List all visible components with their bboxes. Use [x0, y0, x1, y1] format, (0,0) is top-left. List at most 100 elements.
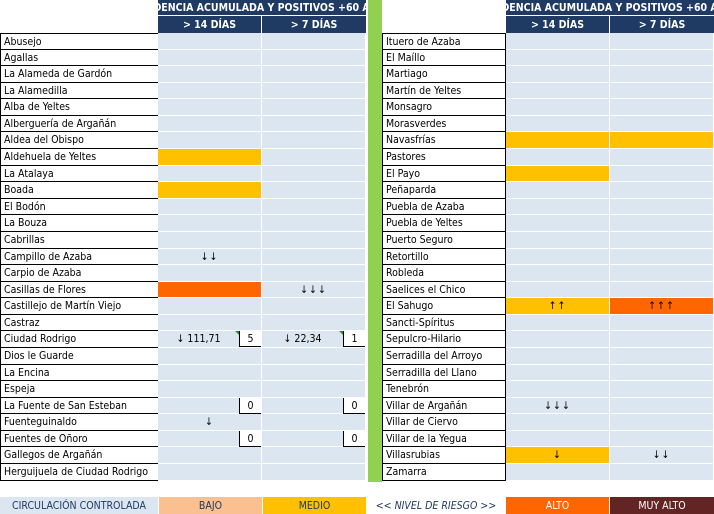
indicator-cell: ↓ 22,34 1 [262, 331, 366, 348]
trend-arrow: ↓ [205, 416, 214, 428]
indicator-cell [610, 215, 714, 232]
indicator-cell [506, 132, 610, 149]
municipality-name: El Bodón [0, 199, 159, 215]
indicator-cell [506, 348, 610, 365]
positives-count: 0 [239, 398, 261, 414]
indicator-cell [158, 447, 262, 464]
legend-muy-alto: MUY ALTO [610, 497, 714, 514]
indicator-cell [158, 232, 262, 249]
indicator-cell [506, 265, 610, 282]
municipality-name: Zamarra [382, 464, 506, 481]
municipality-name: Villar de Argañán [382, 398, 506, 414]
municipality-name: Abusejo [0, 33, 159, 50]
municipality-name: Dios le Guarde [0, 348, 159, 365]
indicator-cell [262, 66, 366, 83]
indicator-cell [506, 464, 610, 481]
incidence-value: ↓ 22,34 [283, 333, 322, 345]
indicator-cell [262, 464, 366, 481]
municipality-name: Serradilla del Llano [382, 365, 506, 381]
trend-arrow: ↑↑↑ [648, 300, 675, 312]
indicator-cell [262, 265, 366, 282]
indicator-cell [506, 381, 610, 398]
municipality-name: La Encina [0, 365, 159, 381]
municipality-name: Villar de Ciervo [382, 414, 506, 431]
indicator-cell [262, 83, 366, 99]
municipality-name: Saelices el Chico [382, 282, 506, 298]
positives-count: 5 [239, 331, 261, 347]
indicator-cell [506, 99, 610, 116]
municipality-name: Sepulcro-Hilario [382, 331, 506, 348]
municipality-name: Villar de la Yegua [382, 431, 506, 447]
municipality-name: Sancti-Spíritus [382, 315, 506, 331]
indicator-cell [610, 331, 714, 348]
indicator-cell [262, 166, 366, 182]
indicator-cell: ↓↓ [610, 447, 714, 464]
municipality-name: El Maíllo [382, 50, 506, 66]
municipality-name: Puerto Seguro [382, 232, 506, 249]
municipality-name: Alba de Yeltes [0, 99, 159, 116]
indicator-cell [158, 166, 262, 182]
positives-count: 0 [239, 431, 261, 447]
indicator-cell [262, 414, 366, 431]
indicator-cell [610, 431, 714, 447]
indicator-cell [610, 33, 714, 50]
indicator-cell: ↓ [158, 414, 262, 431]
indicator-cell [158, 149, 262, 166]
indicator-cell [506, 166, 610, 182]
indicator-cell [506, 315, 610, 331]
municipality-name: El Sahugo [382, 298, 506, 315]
indicator-cell [262, 132, 366, 149]
municipality-name: Alberguería de Argañán [0, 116, 159, 132]
municipality-name: Casillas de Flores [0, 282, 159, 298]
indicator-cell [158, 365, 262, 381]
indicator-cell [262, 149, 366, 166]
indicator-cell [610, 249, 714, 265]
positives-count: 0 [343, 398, 365, 414]
municipality-name: Castillejo de Martín Viejo [0, 298, 159, 315]
municipality-name: Fuentes de Oñoro [0, 431, 159, 447]
green-divider [368, 0, 382, 482]
indicator-cell [610, 365, 714, 381]
indicator-cell [262, 348, 366, 365]
municipality-name: La Atalaya [0, 166, 159, 182]
municipality-name: Retortillo [382, 249, 506, 265]
positives-count: 1 [343, 331, 365, 347]
municipality-name: Espeja [0, 381, 159, 398]
legend-nivel-riesgo: << NIVEL DE RIESGO >> [368, 497, 504, 514]
indicator-cell [506, 182, 610, 199]
indicator-cell: ↓ 111,71 5 [158, 331, 262, 348]
indicator-cell [610, 149, 714, 166]
municipality-name: Serradilla del Arroyo [382, 348, 506, 365]
indicator-cell [262, 315, 366, 331]
indicator-cell [158, 182, 262, 199]
indicator-cell [506, 33, 610, 50]
incidence-value: ↓ 111,71 [176, 333, 221, 345]
indicator-cell [262, 182, 366, 199]
indicator-cell [262, 365, 366, 381]
municipality-name: Morasverdes [382, 116, 506, 132]
indicator-cell [610, 182, 714, 199]
indicator-cell [610, 265, 714, 282]
indicator-cell [610, 464, 714, 481]
indicator-cell [158, 265, 262, 282]
left-header-7-days: > 7 DÍAS [262, 16, 366, 33]
municipality-name: Campillo de Azaba [0, 249, 159, 265]
indicator-cell [506, 149, 610, 166]
indicator-cell [506, 199, 610, 215]
left-header-14-days: > 14 DÍAS [158, 16, 262, 33]
municipality-name: Agallas [0, 50, 159, 66]
indicator-cell [262, 199, 366, 215]
legend-medio: MEDIO [263, 497, 366, 514]
trend-arrow: ↓↓ [200, 250, 219, 263]
indicator-cell [158, 215, 262, 232]
municipality-name: Fuenteguinaldo [0, 414, 159, 431]
municipality-name: Martiago [382, 66, 506, 83]
indicator-cell [610, 348, 714, 365]
positives-count: 0 [343, 431, 365, 447]
indicator-cell [506, 50, 610, 66]
municipality-name: La Fuente de San Esteban [0, 398, 159, 414]
indicator-cell [158, 33, 262, 50]
indicator-cell [610, 116, 714, 132]
indicator-cell: ↓↓↓ [506, 398, 610, 414]
